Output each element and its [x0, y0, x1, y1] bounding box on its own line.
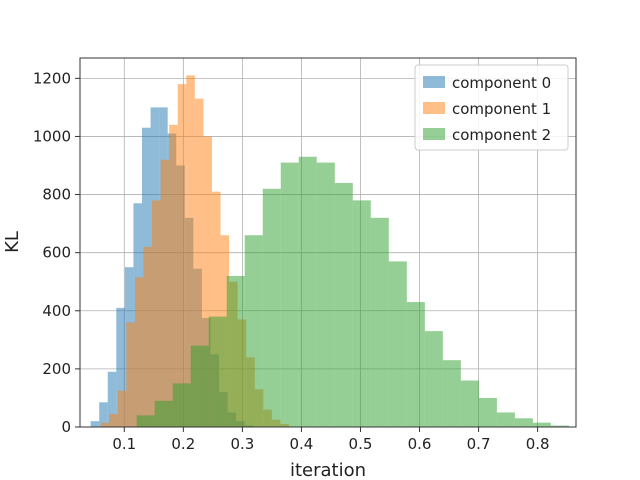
x-tick-label: 0.3 — [230, 435, 254, 453]
y-tick-label: 800 — [42, 186, 71, 204]
legend-entry-label: component 0 — [452, 74, 551, 92]
histogram-bar — [514, 418, 533, 427]
histogram-bar — [262, 188, 281, 427]
histogram-bar — [143, 246, 153, 427]
x-tick-label: 0.5 — [349, 435, 373, 453]
histogram-bar — [298, 156, 317, 427]
y-tick-label: 200 — [42, 360, 71, 378]
legend-frame — [414, 64, 569, 151]
histogram-bar — [550, 425, 569, 427]
legend-swatch — [423, 102, 445, 114]
histogram-bar — [280, 162, 299, 427]
series-2-bars — [136, 156, 569, 427]
y-axis-ticks: 0 200 400 600 800 1000 1200 — [33, 69, 80, 436]
histogram-bar — [134, 277, 144, 427]
legend-swatch — [423, 76, 445, 88]
legend-entry-label: component 2 — [452, 126, 551, 144]
y-axis-label: KL — [2, 231, 23, 253]
histogram-bar — [194, 98, 204, 428]
histogram-bar — [100, 422, 110, 427]
histogram-bar — [334, 182, 353, 427]
x-tick-label: 0.4 — [289, 435, 313, 453]
histogram-bar — [406, 302, 425, 427]
x-tick-label: 0.1 — [112, 435, 136, 453]
y-tick-label: 1200 — [33, 69, 71, 87]
legend: component 0 component 1 component 2 — [414, 64, 569, 151]
plot-area-frame — [79, 57, 577, 428]
histogram-bar — [169, 124, 178, 427]
x-tick-label: 0.2 — [171, 435, 195, 453]
y-tick-label: 400 — [42, 302, 71, 320]
histogram-bar — [211, 191, 221, 427]
y-tick-label: 0 — [61, 418, 71, 436]
histogram-bar — [160, 159, 170, 427]
histogram-bar — [442, 360, 461, 427]
histogram-bar — [460, 380, 479, 427]
histogram-bar — [136, 415, 155, 427]
histogram-bar — [172, 383, 191, 427]
histogram-bar — [388, 261, 407, 427]
x-axis-ticks: 0.1 0.2 0.3 0.4 0.5 0.6 0.7 0.8 — [112, 427, 550, 453]
histogram-bar — [208, 316, 227, 427]
histogram-bar — [186, 75, 195, 427]
histogram-bar — [244, 235, 263, 427]
y-tick-label: 1000 — [33, 127, 71, 145]
histogram-bar — [152, 200, 161, 427]
histogram-bar — [99, 402, 108, 427]
histogram-bar — [116, 307, 125, 427]
histogram-bar — [424, 331, 443, 427]
histogram-bar — [226, 275, 245, 427]
legend-swatch — [423, 128, 445, 140]
histogram-bar — [126, 322, 135, 427]
histogram-bar — [496, 412, 515, 427]
histogram-bar — [109, 413, 118, 427]
x-axis-label: iteration — [290, 460, 366, 480]
histogram-bar — [532, 422, 551, 427]
histogram-bar — [107, 371, 117, 427]
x-tick-label: 0.6 — [408, 435, 432, 453]
x-tick-label: 0.8 — [526, 435, 550, 453]
histogram-bar — [90, 421, 100, 427]
histogram-bar — [352, 200, 371, 427]
histogram-bar — [177, 84, 187, 428]
histogram-bar — [478, 397, 497, 427]
legend-entry-label: component 1 — [452, 100, 551, 118]
histogram-bar — [154, 400, 173, 427]
histogram-bar — [203, 136, 212, 427]
histogram-bars — [90, 75, 569, 428]
x-tick-label: 0.7 — [467, 435, 491, 453]
histogram-bar — [370, 217, 389, 427]
y-tick-label: 600 — [42, 244, 71, 262]
histogram-bar — [190, 345, 209, 427]
histogram-bar — [117, 390, 127, 427]
histogram-bar — [316, 162, 335, 427]
